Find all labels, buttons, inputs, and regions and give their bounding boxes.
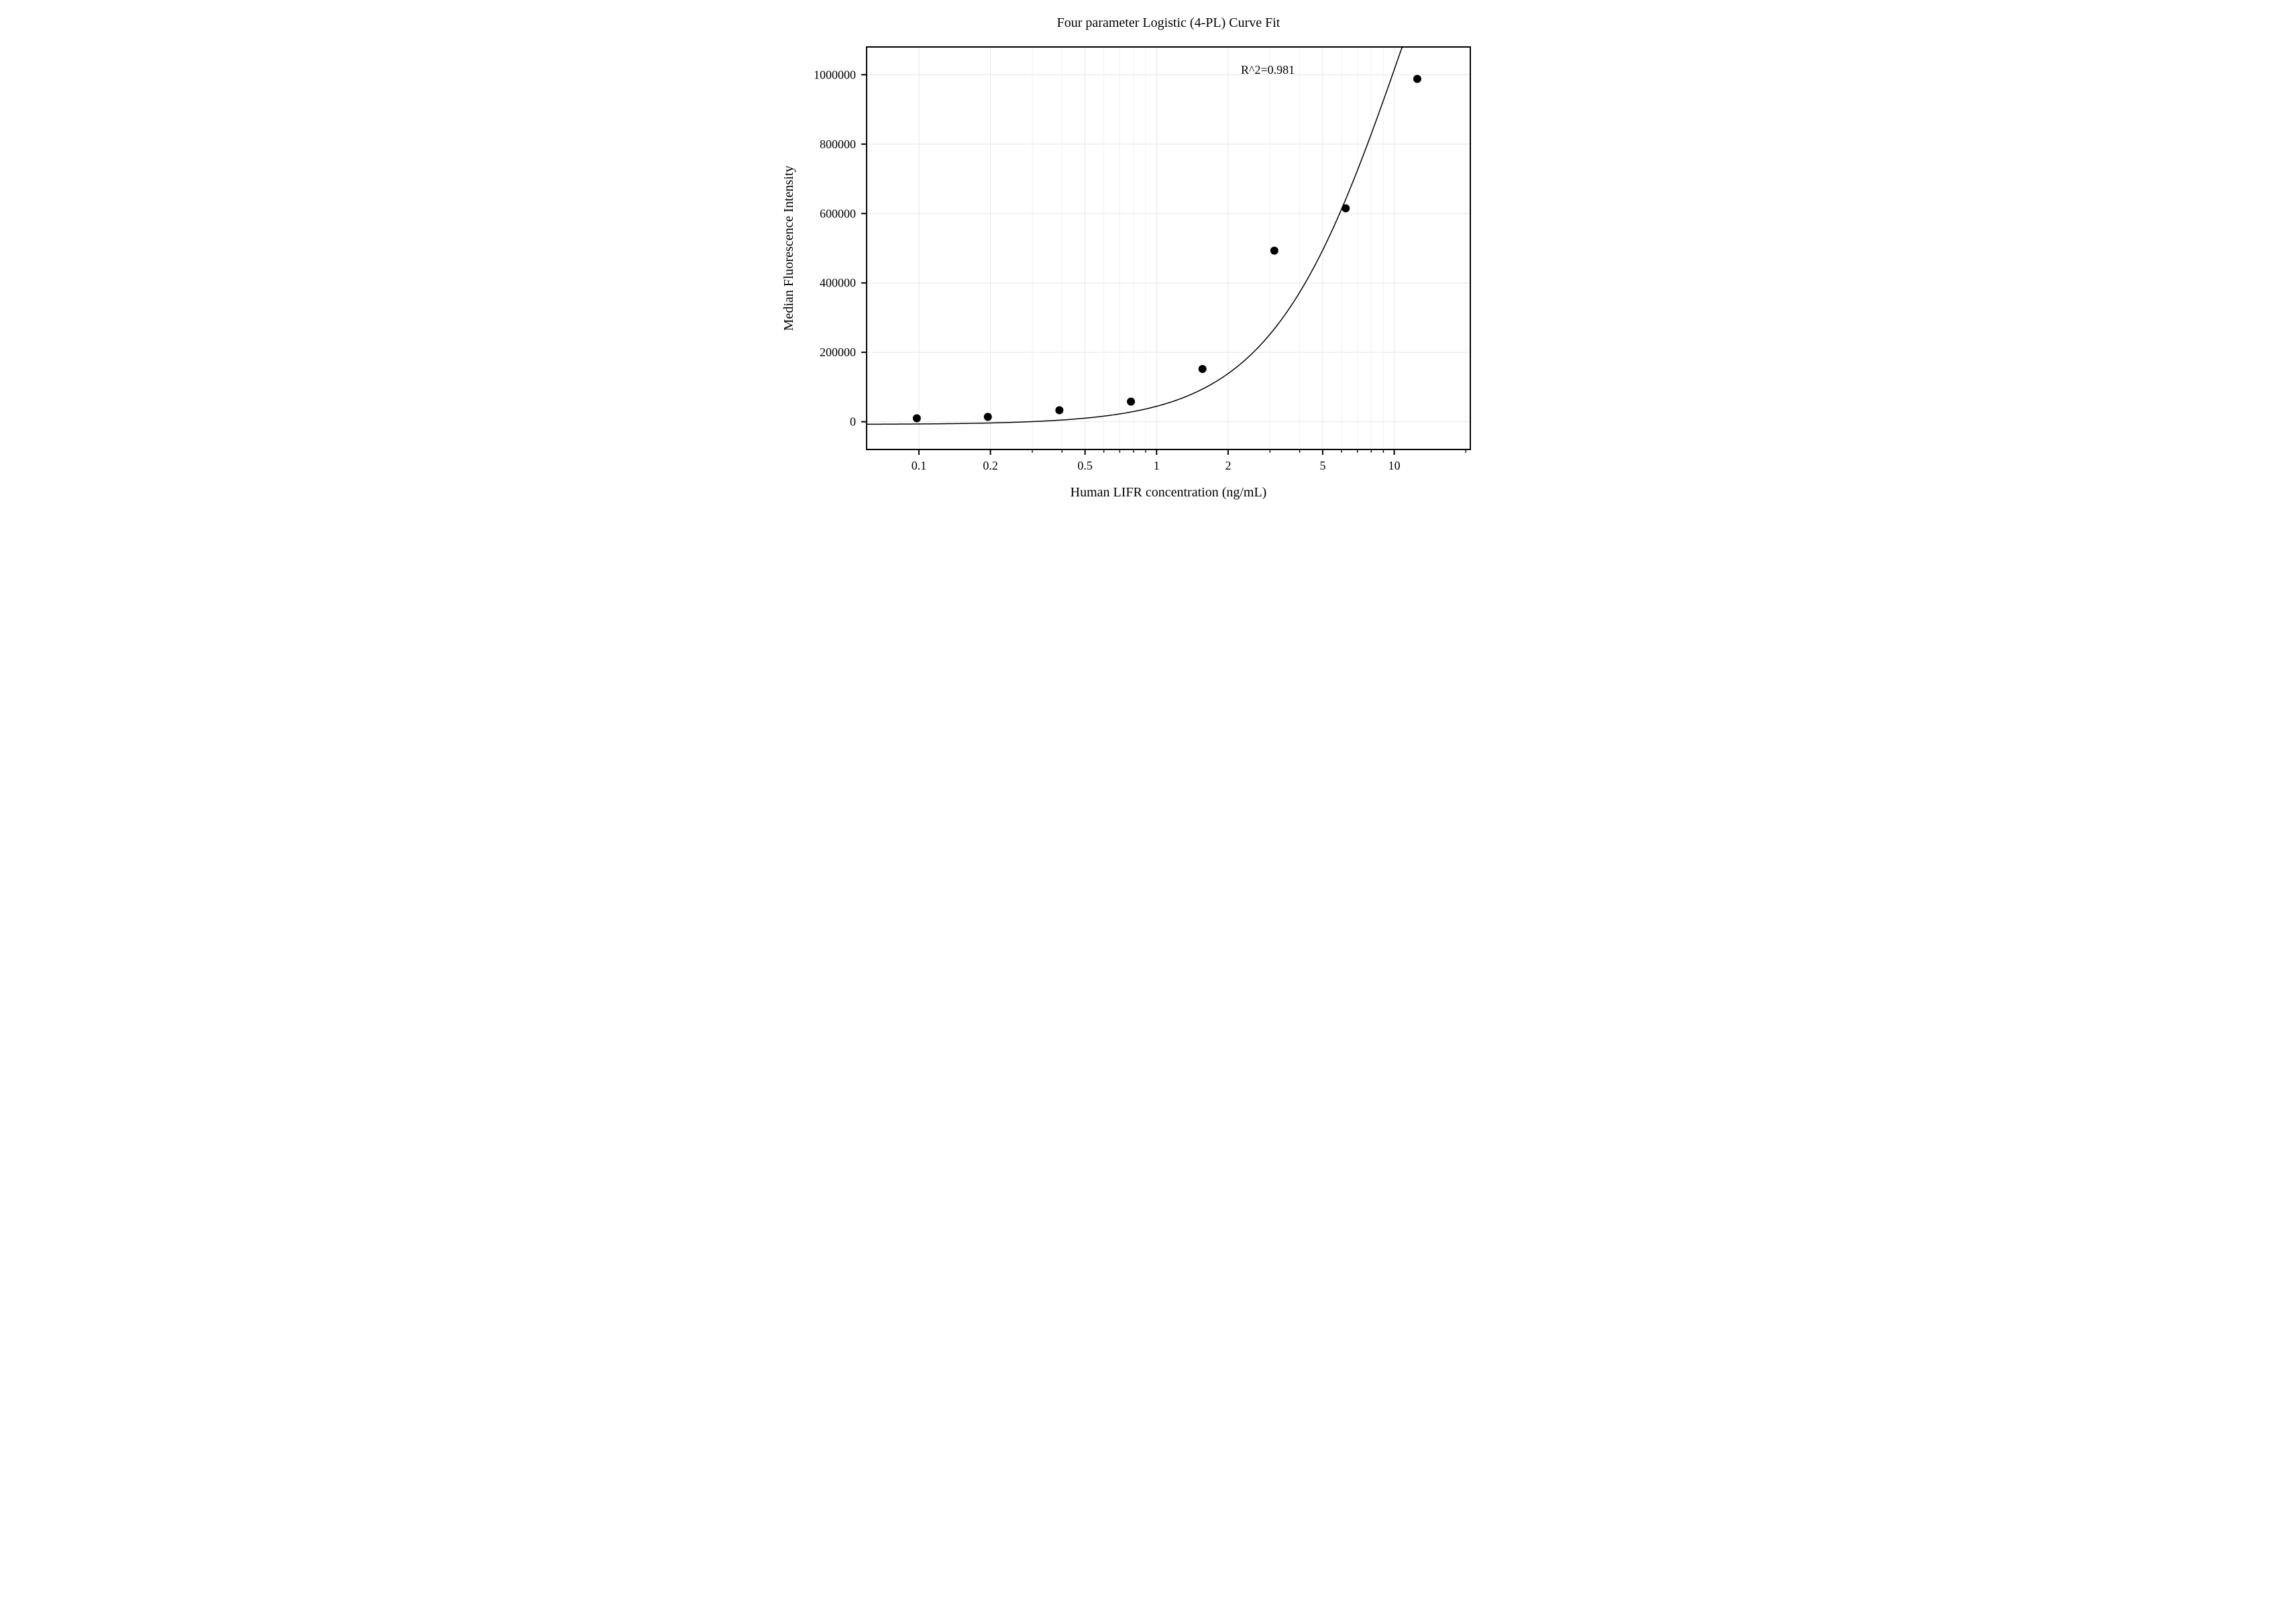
chart-title: Four parameter Logistic (4-PL) Curve Fit <box>1056 15 1280 30</box>
data-point <box>1270 247 1278 255</box>
r-squared-annotation: R^2=0.981 <box>1241 63 1295 76</box>
y-tick-label: 1000000 <box>814 68 856 81</box>
x-tick-label: 10 <box>1388 459 1400 472</box>
data-point <box>1127 398 1135 406</box>
x-tick-label: 0.1 <box>911 459 926 472</box>
chart-container: 0.1 0.2 0.5 1 2 5 10 0 200000 400000 600000 800000 1… <box>746 0 1551 562</box>
data-point <box>912 414 920 422</box>
x-tick-label: 0.2 <box>983 459 998 472</box>
data-point <box>1342 205 1350 213</box>
y-tick-label: 0 <box>850 415 856 429</box>
data-point <box>1055 407 1063 415</box>
y-tick-label: 200000 <box>820 345 856 359</box>
data-point <box>1413 75 1421 83</box>
chart-svg: 0.1 0.2 0.5 1 2 5 10 0 200000 400000 600000 800000 1… <box>746 0 1551 562</box>
x-tick-label: 2 <box>1225 459 1231 472</box>
y-tick-label: 400000 <box>820 276 856 290</box>
data-point <box>1198 365 1206 373</box>
y-tick-label: 600000 <box>820 207 856 220</box>
y-tick-label: 800000 <box>820 138 856 151</box>
x-tick-label: 0.5 <box>1077 459 1093 472</box>
y-axis-label: Median Fluorescence Intensity <box>781 166 796 331</box>
data-point <box>983 413 991 421</box>
x-tick-label: 5 <box>1319 459 1325 472</box>
x-axis-label: Human LIFR concentration (ng/mL) <box>1070 485 1266 500</box>
x-tick-label: 1 <box>1153 459 1159 472</box>
